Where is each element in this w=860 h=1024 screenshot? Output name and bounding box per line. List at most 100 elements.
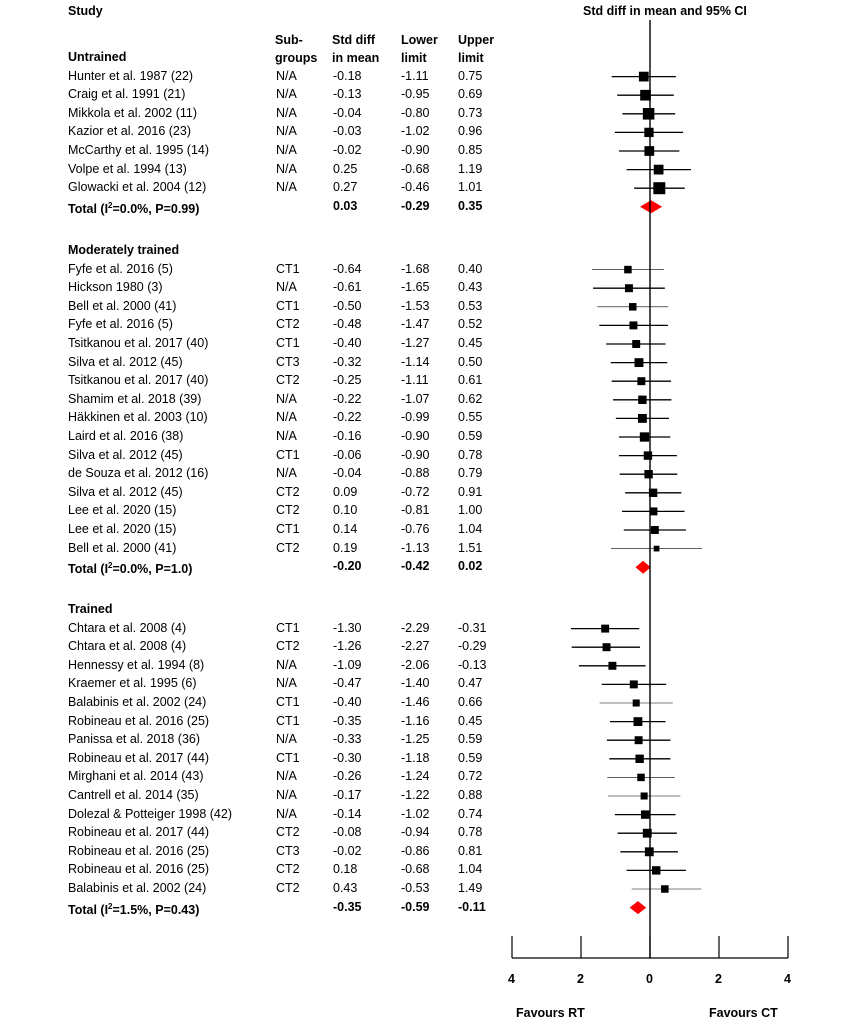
study-upper-limit: 0.91	[458, 484, 483, 499]
study-upper-limit: -0.13	[458, 657, 487, 672]
study-std-diff: -1.30	[333, 620, 362, 635]
study-subgroup: CT1	[276, 298, 300, 313]
effect-marker	[638, 395, 647, 404]
study-upper-limit: 1.19	[458, 161, 483, 176]
study-std-diff: -0.47	[333, 676, 362, 691]
study-lower-limit: -0.76	[401, 522, 430, 536]
study-lower-limit: -1.11	[401, 373, 429, 388]
effect-marker	[649, 507, 658, 516]
total-std-diff: -0.35	[333, 899, 362, 914]
study-subgroup: CT2	[276, 639, 300, 654]
study-subgroup: CT1	[276, 750, 300, 765]
study-std-diff: -0.22	[333, 391, 362, 406]
study-std-diff: -0.17	[333, 788, 362, 802]
study-upper-limit: -0.29	[458, 639, 487, 654]
study-subgroup: CT2	[276, 317, 300, 332]
study-upper-limit: 0.47	[458, 676, 483, 691]
study-name: Hunter et al. 1987 (22)	[68, 68, 194, 83]
study-upper-limit: 0.52	[458, 317, 483, 332]
study-lower-limit: -0.46	[401, 180, 430, 195]
study-lower-limit: -0.90	[401, 429, 430, 443]
study-subgroup: N/A	[276, 68, 297, 83]
study-subgroup: CT2	[276, 484, 300, 499]
study-name: de Souza et al. 2012 (16)	[68, 466, 209, 481]
study-std-diff: 0.09	[333, 484, 358, 499]
effect-marker	[601, 624, 610, 633]
study-name: Laird et al. 2016 (38)	[68, 429, 184, 443]
effect-marker	[608, 661, 617, 670]
study-subgroup: N/A	[276, 806, 297, 821]
study-subgroup: N/A	[276, 105, 297, 120]
study-name: Hennessy et al. 1994 (8)	[68, 657, 205, 672]
study-lower-limit: -0.68	[401, 161, 430, 176]
study-name: Bell et al. 2000 (41)	[68, 298, 177, 313]
study-name: Glowacki et al. 2004 (12)	[68, 180, 207, 195]
study-upper-limit: 0.78	[458, 447, 483, 462]
study-upper-limit: 0.59	[458, 429, 483, 443]
study-lower-limit: -1.68	[401, 261, 430, 276]
effect-marker	[643, 451, 653, 460]
x-tick-label: 0	[646, 972, 653, 986]
study-subgroup: N/A	[276, 429, 297, 443]
study-lower-limit: -0.95	[401, 87, 430, 102]
study-subgroup: N/A	[276, 143, 297, 157]
study-upper-limit: 1.04	[458, 522, 483, 536]
study-upper-limit: 0.45	[458, 713, 483, 728]
study-std-diff: -0.04	[333, 105, 362, 120]
study-std-diff: -0.33	[333, 732, 362, 747]
study-name: McCarthy et al. 1995 (14)	[68, 143, 210, 157]
study-subgroup: CT2	[276, 881, 300, 895]
study-name: Robineau et al. 2016 (25)	[68, 713, 210, 728]
study-name: Volpe et al. 1994 (13)	[68, 161, 187, 176]
study-std-diff: 0.27	[333, 180, 358, 195]
study-name: Dolezal & Potteiger 1998 (42)	[68, 806, 232, 821]
study-name: Robineau et al. 2016 (25)	[68, 843, 210, 858]
study-std-diff: -0.40	[333, 695, 362, 709]
study-subgroup: N/A	[276, 180, 297, 195]
study-lower-limit: -0.94	[401, 825, 430, 840]
std-diff-header-line2: in mean	[332, 51, 380, 65]
study-lower-limit: -1.53	[401, 298, 430, 313]
study-lower-limit: -1.40	[401, 676, 430, 691]
study-column-header: Study	[68, 4, 103, 18]
study-name: Fyfe et al. 2016 (5)	[68, 317, 173, 332]
study-name: Robineau et al. 2016 (25)	[68, 862, 210, 877]
study-std-diff: -0.40	[333, 336, 362, 350]
study-lower-limit: -2.06	[401, 657, 430, 672]
total-lower-limit: -0.42	[401, 559, 430, 574]
study-name: Shamim et al. 2018 (39)	[68, 391, 202, 406]
study-name: Fyfe et al. 2016 (5)	[68, 261, 173, 276]
study-lower-limit: -1.02	[401, 124, 430, 139]
study-lower-limit: -1.16	[401, 713, 430, 728]
total-label-superscript: 2	[108, 561, 113, 571]
plot-title: Std diff in mean and 95% CI	[583, 4, 747, 18]
effect-marker	[629, 321, 638, 330]
total-upper-limit: 0.35	[458, 198, 483, 213]
effect-marker	[634, 736, 643, 745]
study-std-diff: -0.64	[333, 261, 362, 276]
study-std-diff: 0.10	[333, 503, 358, 518]
study-upper-limit: 0.40	[458, 261, 483, 276]
study-name: Cantrell et al. 2014 (35)	[68, 788, 199, 802]
total-upper-limit: -0.11	[458, 899, 486, 914]
effect-marker	[634, 358, 644, 368]
study-lower-limit: -1.02	[401, 806, 430, 821]
study-upper-limit: 1.01	[458, 180, 483, 195]
study-std-diff: -0.14	[333, 806, 362, 821]
effect-marker	[629, 680, 638, 689]
study-lower-limit: -1.47	[401, 317, 430, 332]
study-std-diff: -0.18	[333, 68, 362, 83]
effect-marker	[653, 164, 664, 175]
study-lower-limit: -0.81	[401, 503, 430, 518]
study-std-diff: -0.02	[333, 143, 362, 157]
total-label-prefix: Total (I	[68, 902, 109, 917]
summary-diamond	[639, 200, 663, 214]
study-std-diff: -0.48	[333, 317, 362, 332]
study-name: Hickson 1980 (3)	[68, 280, 163, 295]
study-std-diff: -1.09	[333, 657, 362, 672]
study-upper-limit: -0.31	[458, 620, 487, 635]
effect-marker	[633, 717, 643, 727]
study-std-diff: -0.50	[333, 298, 362, 313]
study-upper-limit: 0.55	[458, 410, 483, 425]
study-name: Kazior et al. 2016 (23)	[68, 124, 191, 139]
